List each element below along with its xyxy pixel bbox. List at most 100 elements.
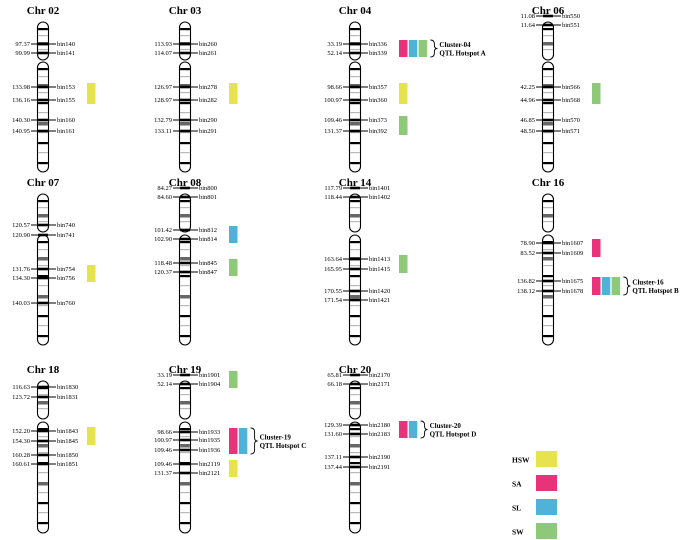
bin-marker: 170.55 bin1420 xyxy=(324,288,390,295)
bin-marker: 137.11 bin2190 xyxy=(324,454,390,461)
chromosome-band xyxy=(350,444,360,448)
chromosome-band xyxy=(543,295,553,299)
bin-name-label: bin1904 xyxy=(199,381,221,388)
chromosome-band xyxy=(350,162,360,165)
bin-position-label: 133.11 xyxy=(154,128,172,135)
chromosome-band xyxy=(543,285,553,287)
bin-name-label: bin550 xyxy=(562,13,580,20)
bin-name-label: bin2171 xyxy=(369,381,390,388)
chromosome-band xyxy=(38,408,48,410)
bin-name-label: bin2183 xyxy=(369,431,390,438)
chromosome-band xyxy=(543,257,553,261)
bin-position-label: 52.14 xyxy=(157,381,172,388)
bin-name-label: bin1933 xyxy=(199,429,220,436)
chromosome-band xyxy=(180,444,190,448)
chromosome-band xyxy=(543,207,553,209)
bin-position-label: 160.28 xyxy=(12,452,30,459)
chromosome-band xyxy=(180,142,190,145)
bin-name-label: bin812 xyxy=(199,227,217,234)
bin-position-label: 152.20 xyxy=(12,428,30,435)
chromosome-band xyxy=(350,492,360,494)
chromosome-band xyxy=(350,92,360,94)
chromosome-band xyxy=(350,452,360,454)
chromosome-band xyxy=(543,315,553,318)
bin-marker: 129.39 bin2180 xyxy=(324,422,390,429)
bin-name-label: bin392 xyxy=(369,128,387,135)
trait-legend: HSW SA SL SW xyxy=(512,451,557,539)
chromosome-band xyxy=(350,408,360,410)
bin-marker: 84.60 bin801 xyxy=(157,194,217,201)
bin-marker: 136.82 bin1675 xyxy=(517,278,583,285)
bin-position-label: 131.76 xyxy=(12,266,31,273)
chromosome-band xyxy=(350,102,360,105)
chromosome-band xyxy=(38,207,48,209)
bin-marker: 138.12 bin1678 xyxy=(517,288,583,295)
bin-name-label: bin756 xyxy=(57,275,76,282)
qtl-box-hsw xyxy=(87,427,96,445)
chromosome-long-arm xyxy=(36,421,50,534)
chromosome-band xyxy=(350,394,360,396)
chromosome-band xyxy=(543,142,553,145)
qtl-box-sa xyxy=(592,239,601,257)
chromosome-band xyxy=(38,162,48,165)
qtl-box-sw xyxy=(611,277,621,295)
bin-marker: 48.50 bin571 xyxy=(520,128,580,135)
bin-name-label: bin160 xyxy=(57,117,75,124)
chromosome-band xyxy=(543,28,553,31)
bin-marker: 134.30 bin756 xyxy=(12,275,76,282)
bin-marker: 154.30 bin1845 xyxy=(12,438,78,445)
chromosome-band xyxy=(180,241,190,244)
bin-name-label: bin2190 xyxy=(369,454,390,461)
chromosome-band xyxy=(180,408,190,410)
bin-marker: 33.19 bin1901 xyxy=(157,372,220,379)
chromosome-band xyxy=(38,325,48,327)
qtl-group xyxy=(229,226,238,243)
cluster-bracket xyxy=(420,420,428,439)
bin-marker: 133.11 bin291 xyxy=(154,128,217,135)
chromosome-band xyxy=(38,92,48,94)
bin-position-label: 137.44 xyxy=(324,464,343,471)
bin-marker: 101.42 bin812 xyxy=(154,227,217,234)
chromosome-band xyxy=(38,68,48,71)
cluster-label: Cluster-19 xyxy=(260,434,292,442)
legend-swatch xyxy=(536,523,557,539)
chromosome-band xyxy=(180,152,190,154)
chromosome-band xyxy=(180,257,190,261)
chromosome-band xyxy=(350,428,360,431)
qtl-box-sl xyxy=(229,226,238,243)
bin-marker: 126.97 bin278 xyxy=(154,84,217,91)
bin-marker: 131.60 bin2183 xyxy=(324,431,390,438)
bin-name-label: bin291 xyxy=(199,128,217,135)
bin-position-label: 102.90 xyxy=(154,236,172,243)
bin-position-label: 65.81 xyxy=(327,372,342,379)
chromosome-long-arm xyxy=(348,61,362,173)
bin-marker: 131.37 bin392 xyxy=(324,128,387,135)
chromosome-title: Chr 02 xyxy=(27,5,60,17)
chromosome-band xyxy=(350,28,360,31)
bin-name-label: bin2119 xyxy=(199,461,220,468)
bin-marker: 131.76 bin754 xyxy=(12,266,76,273)
chromosome-band xyxy=(350,315,360,318)
chromosome-band xyxy=(350,68,360,71)
bin-position-label: 116.63 xyxy=(12,384,30,391)
chromosome-band xyxy=(38,122,48,126)
chromosome-band xyxy=(543,162,553,165)
bin-marker: 52.14 bin339 xyxy=(327,50,387,57)
chromosome-band xyxy=(38,132,48,134)
bin-marker: 78.90 bin1607 xyxy=(520,240,584,247)
bin-name-label: bin261 xyxy=(199,50,217,57)
bin-name-label: bin568 xyxy=(562,97,580,104)
chromosome-band xyxy=(350,132,360,134)
chromosome-title: Chr 16 xyxy=(532,177,565,189)
bin-name-label: bin800 xyxy=(199,185,217,192)
qtl-box-sw xyxy=(399,116,408,135)
chromosome-band xyxy=(38,142,48,145)
bin-position-label: 133.98 xyxy=(12,84,30,91)
chromosome-band xyxy=(180,482,190,486)
bin-marker: 133.98 bin153 xyxy=(12,84,75,91)
chromosome-band xyxy=(38,249,48,251)
bin-name-label: bin740 xyxy=(57,222,75,229)
bin-position-label: 100.97 xyxy=(324,97,343,104)
chromosome-band xyxy=(543,249,553,251)
